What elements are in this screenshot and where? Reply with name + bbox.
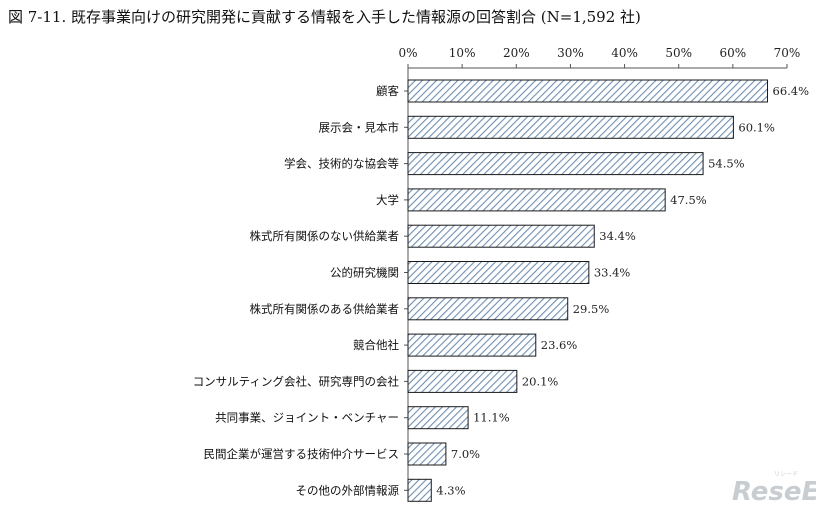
value-label: 20.1%	[522, 374, 559, 388]
value-label: 23.6%	[541, 338, 578, 352]
x-tick-label: 60%	[720, 46, 747, 60]
category-label: 株式所有関係のない供給業者	[250, 229, 400, 243]
bar	[407, 188, 666, 212]
x-tick-label: 10%	[449, 46, 476, 60]
category-label: 展示会・見本市	[319, 120, 400, 134]
watermark-subtext: リシード	[774, 471, 798, 478]
category-label: その他の外部情報源	[296, 483, 400, 497]
bar	[407, 369, 518, 393]
category-label: 株式所有関係のある供給業者	[250, 302, 400, 316]
bar	[407, 224, 595, 248]
category-label: 公的研究機関	[330, 266, 399, 280]
value-label: 47.5%	[670, 193, 707, 207]
bar	[407, 442, 447, 466]
bar	[407, 115, 734, 139]
bar	[407, 79, 769, 103]
category-label: 民間企業が運営する技術仲介サービス	[204, 447, 400, 461]
reseed-watermark-logo: リシード ReseEd	[732, 471, 816, 503]
bar	[407, 333, 537, 357]
category-label: 大学	[376, 193, 399, 207]
value-label: 60.1%	[738, 120, 775, 134]
category-label: 競合他社	[353, 338, 399, 352]
value-label: 33.4%	[594, 266, 631, 280]
bar	[407, 261, 590, 284]
watermark-text: ReseEd	[732, 477, 816, 503]
category-label: コンサルティング会社、研究専門の会社	[193, 374, 400, 388]
value-label: 4.3%	[436, 483, 465, 497]
value-label: 11.1%	[473, 411, 510, 425]
x-tick-label: 40%	[611, 46, 638, 60]
value-label: 34.4%	[599, 229, 636, 243]
bar	[407, 152, 704, 176]
category-label: 顧客	[376, 84, 399, 98]
category-label: 共同事業、ジョイント・ベンチャー	[215, 411, 399, 425]
x-tick-label: 0%	[398, 46, 417, 60]
x-tick-label: 30%	[557, 46, 584, 60]
value-label: 54.5%	[708, 157, 745, 171]
value-label: 66.4%	[773, 84, 810, 98]
x-tick-label: 50%	[665, 46, 692, 60]
x-tick-label: 20%	[503, 46, 530, 60]
value-label: 7.0%	[451, 447, 480, 461]
category-label: 学会、技術的な協会等	[284, 157, 399, 171]
x-tick-label: 70%	[774, 46, 801, 60]
bar	[407, 297, 569, 321]
value-label: 29.5%	[573, 302, 610, 316]
chart-title: 図 7-11. 既存事業向けの研究開発に貢献する情報を入手した情報源の回答割合 …	[8, 8, 641, 26]
bar	[407, 478, 432, 502]
bar	[407, 406, 469, 430]
